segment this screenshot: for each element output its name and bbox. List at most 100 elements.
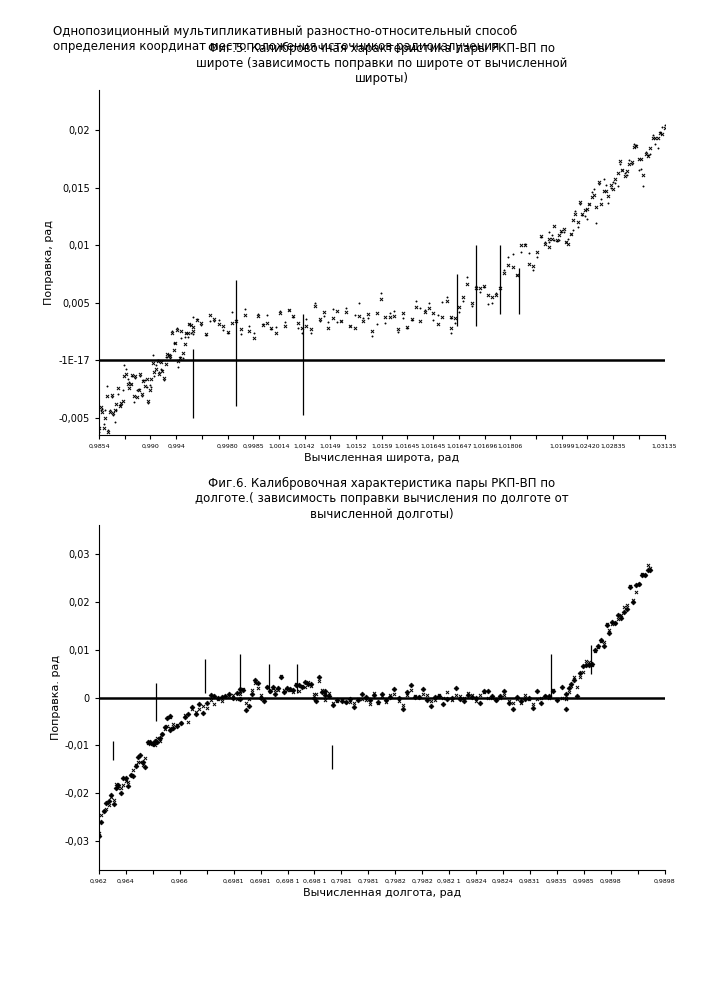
Point xyxy=(570,203,581,219)
Point xyxy=(106,389,117,405)
Point xyxy=(445,325,457,341)
Point xyxy=(168,335,179,351)
Point xyxy=(621,597,633,613)
Point xyxy=(609,615,621,631)
Point xyxy=(250,672,261,688)
Point xyxy=(296,320,308,336)
Point xyxy=(344,318,356,334)
Point xyxy=(617,162,628,178)
Point xyxy=(454,688,465,704)
Point xyxy=(633,576,644,592)
Point xyxy=(300,311,312,327)
Point xyxy=(130,368,141,384)
Point xyxy=(133,382,144,398)
Point xyxy=(177,345,189,361)
Point xyxy=(173,359,184,375)
Point xyxy=(462,685,474,701)
Point xyxy=(503,693,514,709)
Point xyxy=(115,397,127,413)
Point xyxy=(450,310,461,326)
Point xyxy=(344,318,356,334)
Point xyxy=(607,174,619,190)
Point xyxy=(284,682,296,698)
Point xyxy=(450,680,461,696)
Point xyxy=(389,681,400,697)
Point xyxy=(565,226,576,242)
Point xyxy=(462,269,473,285)
Point xyxy=(205,687,216,703)
Point xyxy=(117,382,129,398)
Point xyxy=(532,244,543,260)
Point xyxy=(570,206,581,222)
Point xyxy=(371,316,382,332)
Point xyxy=(166,323,177,339)
Point xyxy=(209,313,220,329)
Point xyxy=(120,361,132,377)
Point xyxy=(135,747,146,763)
Point xyxy=(482,287,493,303)
Point xyxy=(122,778,134,794)
Point xyxy=(176,323,187,339)
Point xyxy=(157,726,168,742)
Point xyxy=(612,178,624,194)
Point xyxy=(165,350,176,366)
Point xyxy=(377,688,388,704)
Point xyxy=(252,680,264,696)
Point xyxy=(235,686,246,702)
Point xyxy=(311,693,322,709)
Point xyxy=(645,140,656,156)
Point xyxy=(348,699,359,715)
Point xyxy=(142,734,153,750)
Point xyxy=(495,688,506,704)
Point xyxy=(612,611,624,627)
Point xyxy=(604,625,615,641)
Point xyxy=(155,361,166,377)
Point xyxy=(414,689,425,705)
Point xyxy=(127,768,139,784)
Point xyxy=(495,279,506,295)
Point xyxy=(180,325,192,341)
Point xyxy=(119,368,130,384)
Point xyxy=(322,320,334,336)
Point xyxy=(327,301,339,317)
Point xyxy=(324,685,335,701)
Point xyxy=(117,777,129,793)
Point xyxy=(138,373,149,389)
Point xyxy=(430,692,441,708)
Point xyxy=(377,686,388,702)
Point xyxy=(187,326,198,342)
Point xyxy=(109,414,120,430)
Point xyxy=(405,682,416,698)
Point xyxy=(226,315,238,331)
Point xyxy=(560,690,571,706)
Point xyxy=(320,687,331,703)
Point xyxy=(544,231,555,247)
Point xyxy=(356,686,368,702)
Point xyxy=(127,368,138,384)
Point xyxy=(523,691,534,707)
Point xyxy=(566,676,577,692)
Point xyxy=(601,617,612,633)
Point xyxy=(108,796,119,812)
Point xyxy=(336,313,347,329)
Point xyxy=(423,295,435,311)
Point xyxy=(636,567,648,583)
Point xyxy=(397,697,408,713)
Point xyxy=(261,679,272,695)
Point xyxy=(619,165,631,181)
Point xyxy=(507,246,518,262)
Point xyxy=(314,313,325,329)
Point xyxy=(317,682,328,698)
Point xyxy=(250,675,261,691)
Point xyxy=(499,683,510,699)
Point xyxy=(147,355,158,371)
Point xyxy=(336,693,347,709)
Point xyxy=(544,688,555,704)
Point xyxy=(100,795,112,811)
Point xyxy=(308,690,319,706)
Point xyxy=(556,224,567,240)
Point xyxy=(227,690,238,706)
Point xyxy=(470,690,481,706)
Point xyxy=(155,354,166,370)
Point xyxy=(607,181,619,197)
